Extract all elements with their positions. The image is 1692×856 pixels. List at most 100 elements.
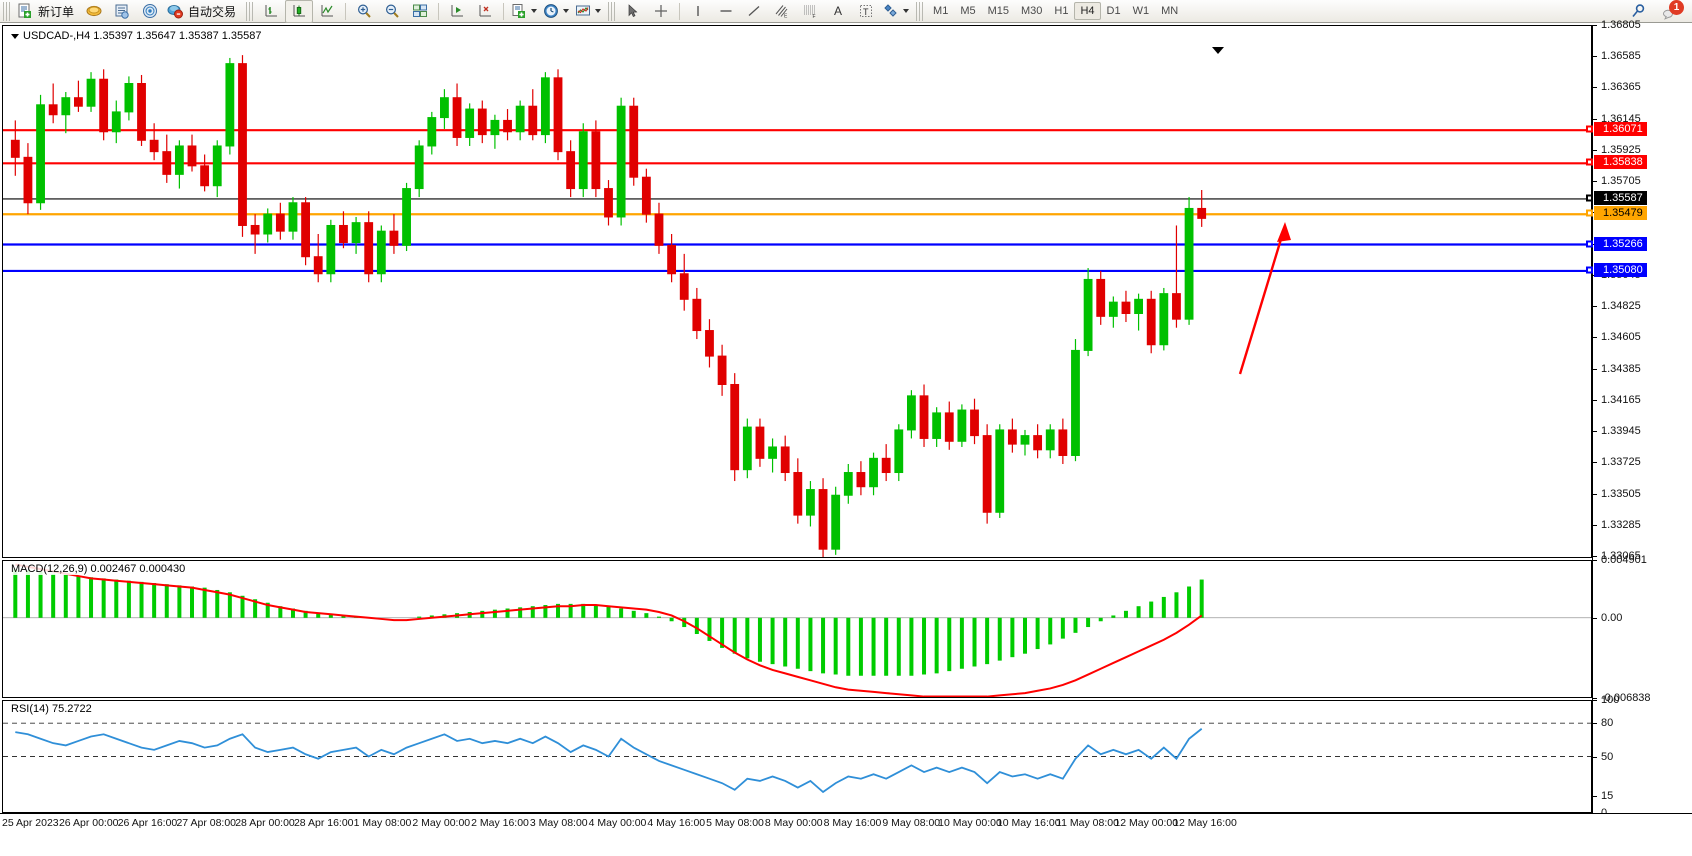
timeframe-w1[interactable]: W1 (1132, 5, 1150, 17)
gold-coin-button[interactable] (80, 0, 108, 23)
trendline-button[interactable] (740, 0, 768, 23)
timeframe-m15[interactable]: M15 (987, 5, 1009, 17)
alert-count-badge: 1 (1669, 0, 1684, 15)
horizontal-line-button[interactable] (712, 0, 740, 23)
price-chart-panel[interactable]: USDCAD-,H4 1.35397 1.35647 1.35387 1.355… (2, 25, 1592, 558)
chart-menu-caret-icon[interactable] (11, 33, 19, 39)
svg-text:T: T (863, 7, 869, 17)
periods-button[interactable] (540, 0, 572, 23)
candle-body (856, 472, 866, 488)
price-label-pivot[interactable]: 1.35479 (1586, 206, 1647, 221)
zoom-in-button[interactable] (350, 0, 378, 23)
tile-windows-icon (413, 4, 428, 17)
timeframe-d1[interactable]: D1 (1106, 5, 1121, 17)
tile-windows-button[interactable] (406, 0, 434, 23)
time-axis[interactable]: 25 Apr 2023 26 Apr 00:00 26 Apr 16:00 27 Ap… (0, 813, 1692, 836)
price-label-nub (1586, 209, 1593, 217)
text-label-button[interactable]: T (852, 0, 880, 23)
terminal-button[interactable] (108, 0, 136, 23)
fibonacci-button[interactable]: F (796, 0, 824, 23)
line-chart-button[interactable] (313, 0, 341, 23)
toolbar-grip[interactable] (3, 1, 10, 21)
alerts-button[interactable]: 1 (1656, 0, 1684, 23)
macd-canvas[interactable] (3, 561, 1591, 697)
chart-scrollbar[interactable] (0, 835, 1692, 837)
candle-body (23, 156, 33, 204)
templates-button[interactable] (572, 0, 604, 23)
candlestick-chart-button[interactable] (285, 0, 314, 23)
search-button[interactable] (1624, 0, 1652, 23)
indicators-button[interactable] (508, 0, 540, 23)
timeframe-h4[interactable]: H4 (1074, 2, 1101, 20)
chart-shift-button[interactable] (471, 0, 499, 23)
timeframe-h1[interactable]: H1 (1054, 5, 1069, 17)
time-tick: 11 May 08:00 (1056, 817, 1119, 829)
price-tick: 1.33505 (1593, 488, 1641, 500)
price-label-current[interactable]: 1.35587 (1586, 190, 1647, 205)
candle-body (944, 412, 954, 442)
bullish-arrow-annotation[interactable] (1238, 222, 1291, 375)
time-tick: 28 Apr 16:00 (293, 817, 354, 829)
candle-body (427, 117, 437, 147)
price-label-support[interactable]: 1.35080 (1586, 262, 1647, 277)
candle-body (616, 105, 626, 218)
candle-body (1197, 207, 1207, 219)
macd-panel[interactable]: MACD(12,26,9) 0.002467 0.000430 (2, 560, 1592, 698)
candle-body (111, 111, 121, 133)
equidistant-channel-button[interactable]: E (768, 0, 796, 23)
chart-top-marker (1212, 47, 1224, 54)
text-button[interactable]: A (824, 0, 852, 23)
time-tick: 12 May 16:00 (1173, 817, 1237, 829)
timeframe-mn[interactable]: MN (1161, 5, 1179, 17)
price-axis[interactable]: 1.36805 1.36585 1.36365 1.36145 1.35925 1.357… (1586, 19, 1690, 819)
timeframe-m1[interactable]: M1 (933, 5, 949, 17)
price-label-resistance[interactable]: 1.35838 (1586, 155, 1647, 170)
candle-body (1172, 293, 1181, 320)
new-order-button[interactable]: 新订单 (14, 0, 80, 23)
chart-workspace[interactable]: USDCAD-,H4 1.35397 1.35647 1.35387 1.355… (0, 19, 1692, 856)
price-chart-canvas[interactable] (3, 26, 1591, 557)
time-tick: 4 May 00:00 (588, 817, 647, 829)
candle-body (705, 330, 714, 357)
candle-body (629, 105, 639, 178)
chart-shift-icon (479, 5, 492, 17)
bar-chart-button[interactable] (257, 0, 285, 23)
candle-body (1007, 429, 1017, 445)
candle-body (982, 435, 992, 513)
price-label-value: 1.35080 (1603, 263, 1643, 276)
chart-toolbar-grip[interactable] (246, 1, 254, 21)
auto-scroll-button[interactable] (443, 0, 471, 23)
timeframe-m30[interactable]: M30 (1021, 5, 1043, 17)
price-label-support[interactable]: 1.35266 (1586, 236, 1647, 251)
candle-body (364, 222, 374, 275)
price-label-nub (1586, 240, 1593, 247)
candle-body (326, 224, 336, 275)
zoom-out-button[interactable] (378, 0, 406, 23)
crosshair-button[interactable] (647, 0, 675, 23)
price-label-value: 1.36071 (1603, 123, 1643, 136)
candle-body (313, 256, 323, 275)
templates-dropdown-arrow[interactable] (595, 9, 602, 13)
candle-body (187, 145, 197, 167)
timeframe-toolbar-grip[interactable] (916, 1, 924, 21)
rsi-tick: 50 (1593, 751, 1613, 763)
candle-body (1159, 293, 1169, 346)
timeframe-m5[interactable]: M5 (960, 5, 976, 17)
candle-body (1033, 435, 1043, 451)
rsi-canvas[interactable] (3, 701, 1591, 812)
vertical-line-button[interactable] (684, 0, 712, 23)
auto-trading-button[interactable]: 自动交易 (164, 0, 242, 23)
macd-signal-line (15, 563, 1203, 697)
cursor-button[interactable] (619, 0, 647, 23)
rsi-panel[interactable]: RSI(14) 75.2722 (2, 700, 1592, 813)
candle-body (654, 213, 664, 246)
shapes-dropdown-arrow[interactable] (903, 9, 910, 13)
indicators-dropdown-arrow[interactable] (531, 9, 538, 13)
price-label-value: 1.35266 (1603, 237, 1643, 250)
signals-button[interactable] (136, 0, 164, 23)
shapes-button[interactable] (880, 0, 912, 23)
lines-toolbar-grip[interactable] (608, 1, 616, 21)
price-label-resistance[interactable]: 1.36071 (1586, 122, 1647, 137)
vertical-line-icon (697, 6, 699, 16)
periods-dropdown-arrow[interactable] (563, 9, 570, 13)
